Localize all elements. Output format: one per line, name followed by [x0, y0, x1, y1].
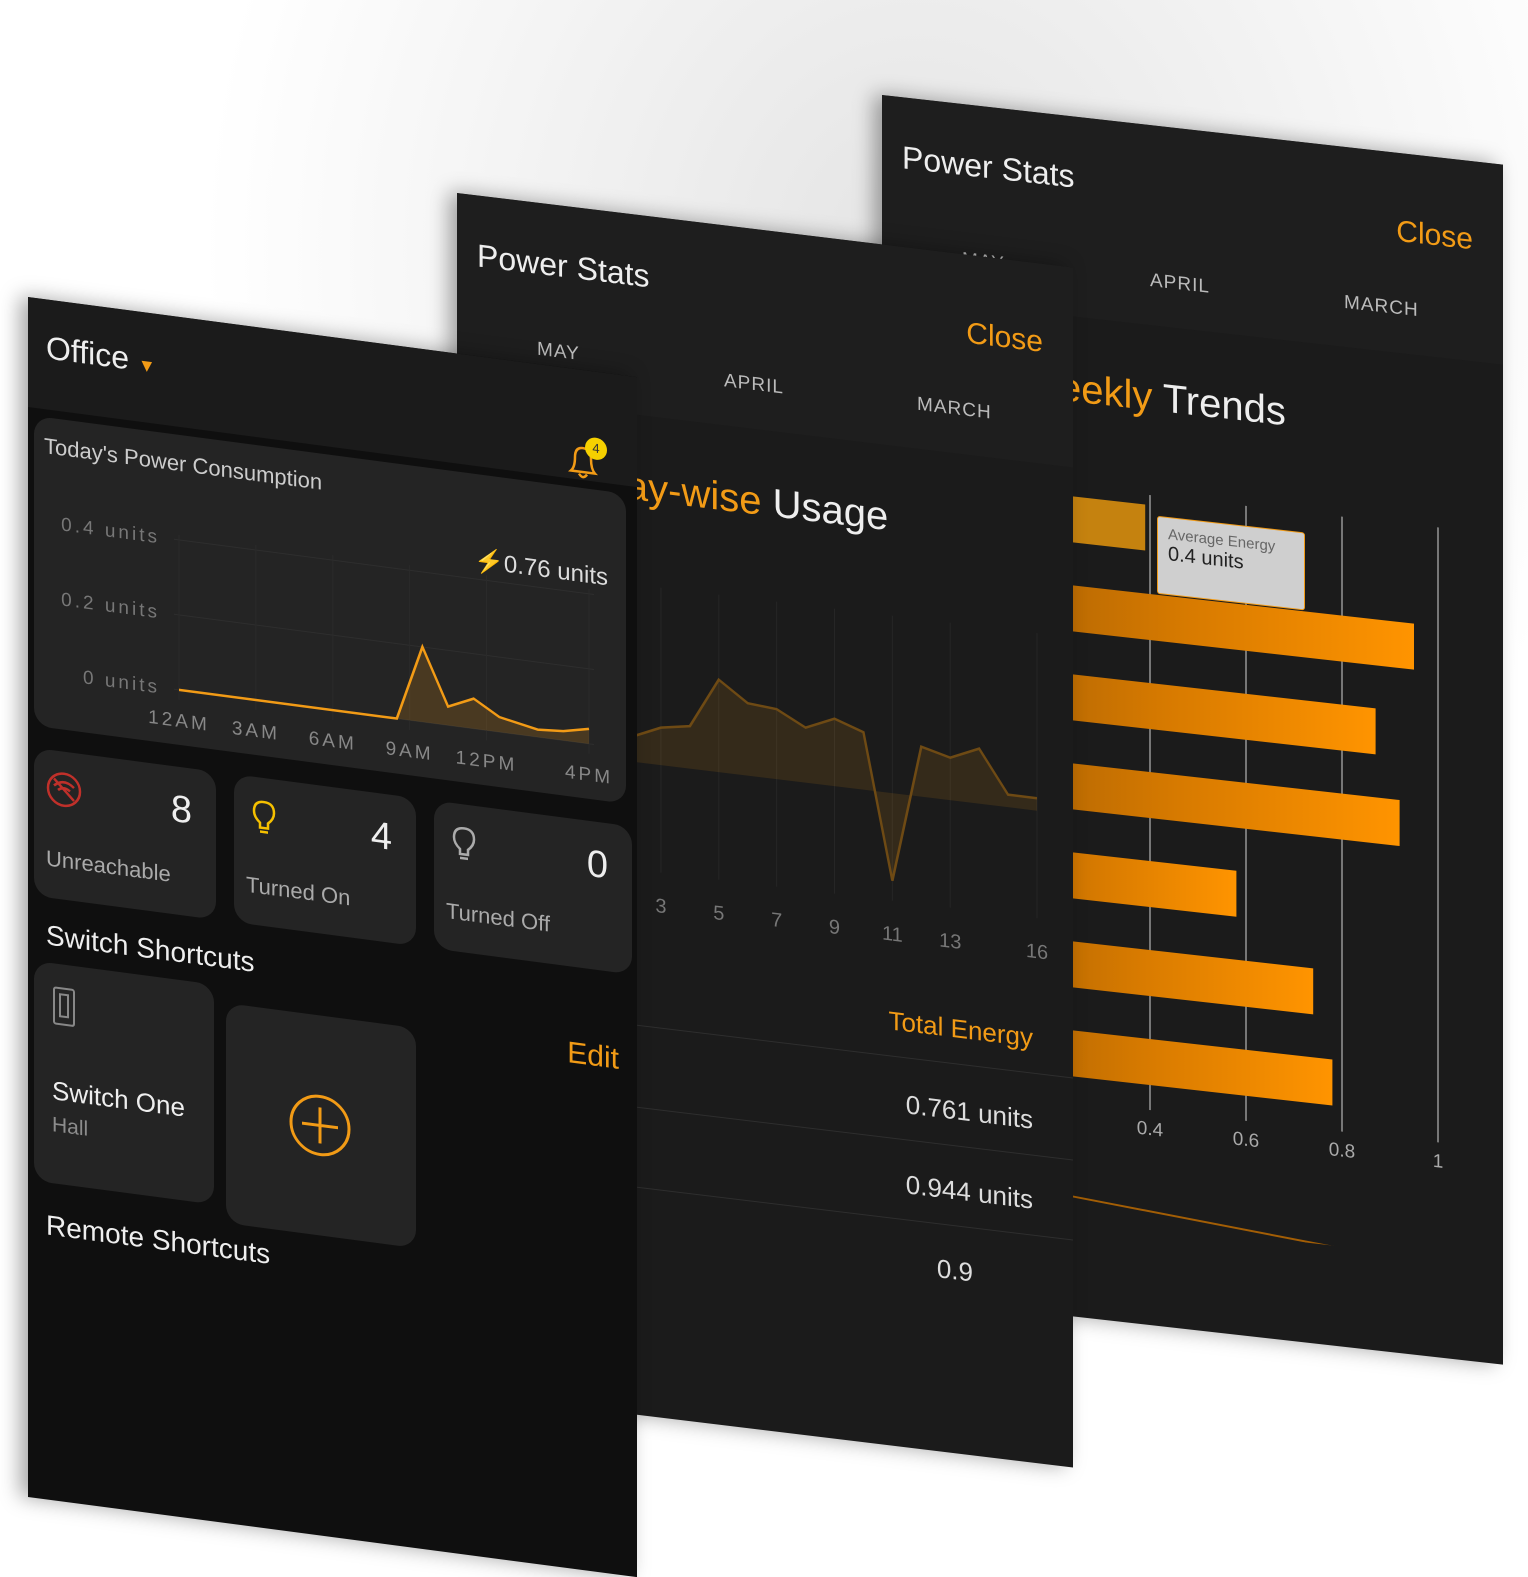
- y-tick-label: 0 units: [83, 667, 160, 698]
- x-tick-label: 12PM: [456, 747, 518, 776]
- x-tick-label: 13: [939, 929, 961, 954]
- gridline: [174, 614, 594, 669]
- y-tick-label: 0.2 units: [61, 589, 160, 623]
- stat-card-turned-on[interactable]: 4 Turned On: [234, 774, 416, 946]
- x-tick-label: 11: [882, 922, 903, 946]
- x-tick-label: 0.8: [1329, 1139, 1355, 1163]
- stat-label: Unreachable: [46, 845, 171, 887]
- stat-value: 0: [587, 843, 608, 889]
- energy-row: 0.761 units: [906, 1089, 1033, 1135]
- x-tick-label: 3: [655, 895, 666, 918]
- stat-label: Turned On: [246, 872, 350, 912]
- stat-value: 8: [171, 788, 192, 834]
- caret-down-icon: ▼: [138, 354, 156, 376]
- switch-shortcut-card[interactable]: Switch One Hall: [34, 961, 214, 1205]
- tooltip: Average Energy 0.4 units: [1157, 516, 1305, 611]
- x-tick-label: 12AM: [148, 707, 210, 736]
- wifi-off-icon: [46, 769, 84, 814]
- plus-circle-icon: [288, 1089, 352, 1161]
- x-tick-label: 5: [713, 902, 724, 925]
- energy-row: 0.944 units: [906, 1169, 1033, 1215]
- baseline: [1072, 1196, 1442, 1264]
- edit-button[interactable]: Edit: [567, 1036, 619, 1077]
- stat-value: 4: [371, 814, 392, 860]
- bulb-on-icon: [246, 796, 284, 841]
- stat-label: Turned Off: [446, 898, 550, 938]
- x-tick-label: 4PM: [565, 762, 613, 789]
- office-dashboard-screen: Office ▼ 4 Today's Power Consumption ⚡0.…: [28, 297, 637, 1577]
- gridline: [174, 539, 594, 594]
- bulb-off-icon: [446, 822, 484, 867]
- switch-icon: [52, 985, 78, 1030]
- x-tick-label: 0.6: [1233, 1128, 1259, 1152]
- x-tick-label: 1: [1433, 1151, 1444, 1173]
- stat-card-turned-off[interactable]: 0 Turned Off: [434, 800, 632, 974]
- x-tick-label: 6AM: [309, 728, 357, 755]
- x-tick-label: 7: [771, 909, 782, 932]
- x-tick-label: 16: [1026, 940, 1048, 965]
- y-tick-label: 0.4 units: [61, 514, 160, 548]
- x-tick-label: 0.4: [1137, 1118, 1164, 1142]
- switch-room: Hall: [52, 1113, 88, 1142]
- add-shortcut-button[interactable]: [226, 1003, 416, 1248]
- notifications-button[interactable]: 4: [563, 437, 603, 491]
- x-tick-label: 3AM: [232, 718, 280, 745]
- x-tick-label: 9: [829, 916, 840, 939]
- energy-row: 0.9: [937, 1253, 973, 1288]
- x-tick-label: 9AM: [386, 738, 434, 765]
